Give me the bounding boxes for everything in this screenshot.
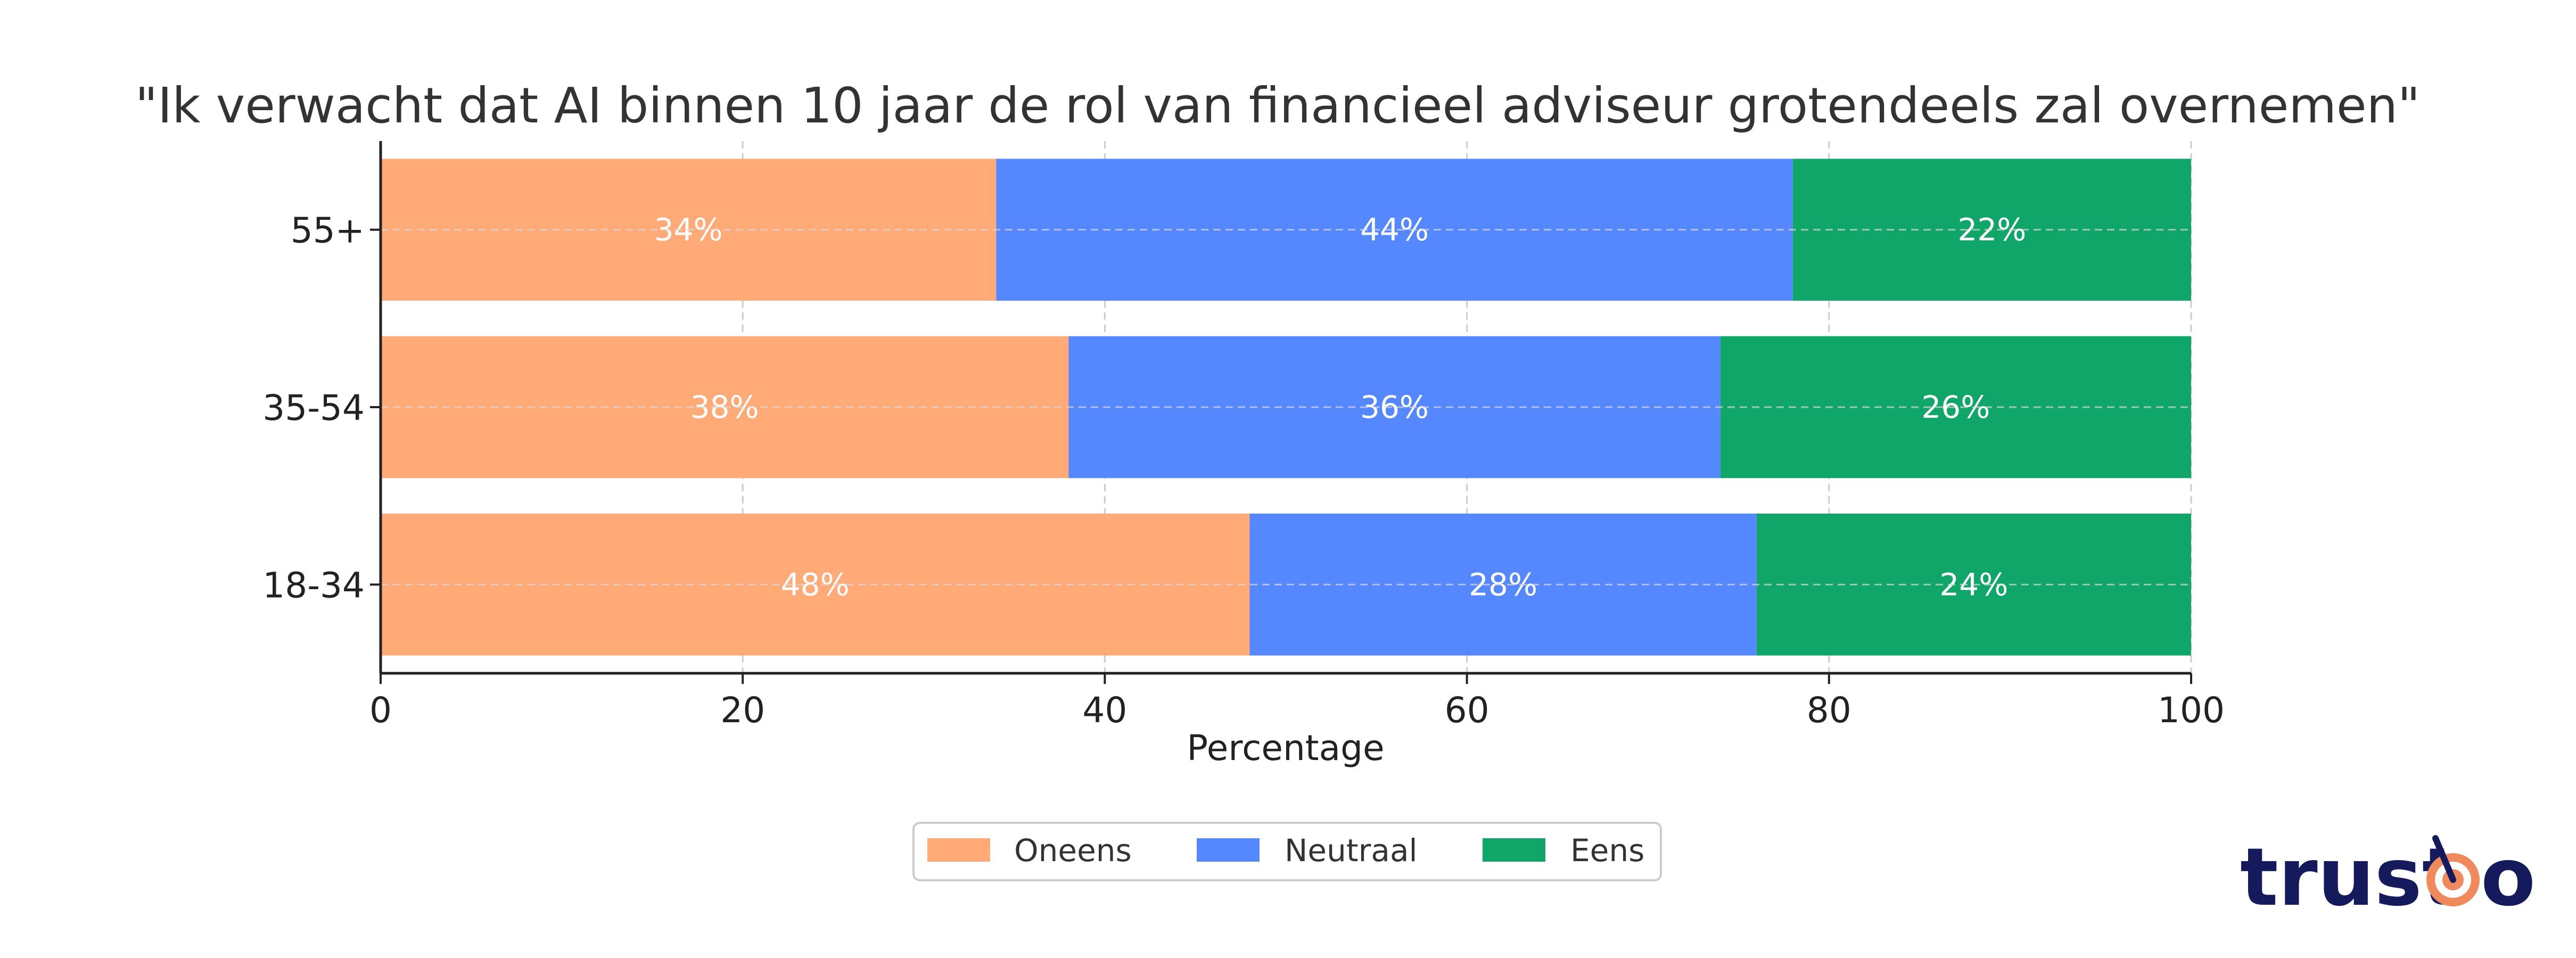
legend-swatch-oneens bbox=[927, 838, 990, 862]
legend-swatch-neutraal bbox=[1197, 838, 1260, 862]
legend-label-eens: Eens bbox=[1570, 832, 1644, 869]
target-icon bbox=[2426, 835, 2480, 906]
bar-label-neutraal-35-54: 36% bbox=[1360, 389, 1429, 425]
y-tick-label-18-34: 18-34 bbox=[262, 565, 365, 606]
x-tick-label-100: 100 bbox=[2158, 690, 2225, 731]
brand-logo: trust o bbox=[2240, 831, 2536, 924]
x-tick-label-20: 20 bbox=[720, 690, 765, 731]
bars: 48% 28% 24%38% 36% 26%34% 44% 22% bbox=[381, 159, 2191, 656]
x-tick-label-80: 80 bbox=[1807, 690, 1851, 731]
brand-wordmark-end: o bbox=[2481, 831, 2536, 924]
axes: 0 20 40 60 80 100 18-34 35-54 55+ bbox=[262, 141, 2225, 731]
x-axis-label: Percentage bbox=[1187, 728, 1384, 769]
bar-label-neutraal-18-34: 28% bbox=[1469, 566, 1537, 602]
bar-label-neutraal-55: 44% bbox=[1360, 212, 1429, 248]
x-tick-label-40: 40 bbox=[1082, 690, 1127, 731]
x-tick-label-60: 60 bbox=[1445, 690, 1489, 731]
y-tick-label-35-54: 35-54 bbox=[262, 387, 365, 428]
y-tick-label-55: 55+ bbox=[291, 210, 365, 251]
legend-label-neutraal: Neutraal bbox=[1285, 832, 1418, 869]
x-tick-label-0: 0 bbox=[369, 690, 392, 731]
chart-title: "Ik verwacht dat AI binnen 10 jaar de ro… bbox=[135, 77, 2420, 134]
legend: Oneens Neutraal Eens bbox=[912, 822, 1662, 881]
brand-wordmark: trust bbox=[2240, 831, 2460, 924]
legend-swatch-eens bbox=[1483, 838, 1545, 862]
legend-frame bbox=[912, 822, 1662, 881]
legend-label-oneens: Oneens bbox=[1014, 832, 1132, 869]
